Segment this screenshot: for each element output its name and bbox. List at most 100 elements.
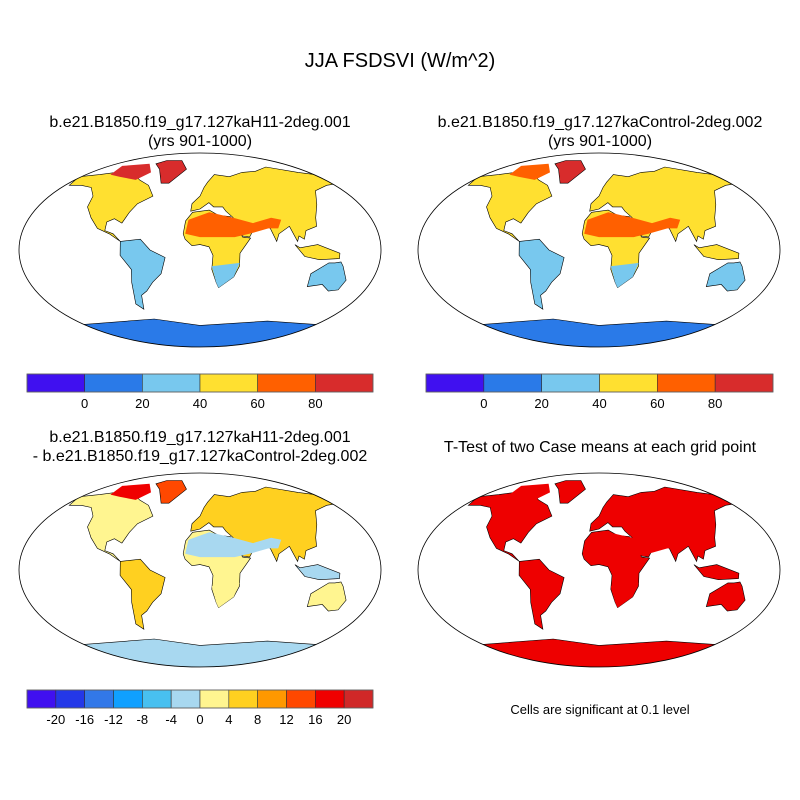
panel-title-bottom-left: b.e21.B1850.f19_g17.127kaH11-2deg.001 - … bbox=[0, 428, 400, 466]
significance-note: Cells are significant at 0.1 level bbox=[510, 702, 690, 717]
colorbar-difference-swatch bbox=[26, 689, 57, 709]
colorbar-difference-swatch bbox=[113, 689, 143, 709]
region-greenland bbox=[554, 160, 586, 184]
panel-title-bottom-right: T-Test of two Case means at each grid po… bbox=[443, 439, 757, 456]
colorbar-h11-swatch bbox=[26, 373, 85, 393]
panel-title-top-right: b.e21.B1850.f19_g17.127kaControl-2deg.00… bbox=[400, 113, 800, 151]
region-desert bbox=[185, 212, 282, 238]
region-arctic bbox=[110, 483, 151, 500]
colorbar-h11-frame bbox=[26, 373, 374, 393]
colorbar-h11-tick-label: 60 bbox=[250, 396, 264, 411]
region-greenland bbox=[554, 480, 586, 504]
region-indonesia bbox=[294, 244, 341, 261]
region-australia bbox=[705, 581, 746, 612]
region-southafrica bbox=[211, 262, 240, 288]
region-australia bbox=[705, 261, 746, 292]
region-indonesia bbox=[693, 564, 740, 581]
colorbar-difference-tick-label: -4 bbox=[165, 712, 177, 727]
colorbar-difference-swatch bbox=[84, 689, 114, 709]
map-border bbox=[18, 152, 382, 348]
panel-title-line1: b.e21.B1850.f19_g17.127kaH11-2deg.001 bbox=[49, 114, 351, 131]
colorbar-h11-swatch bbox=[315, 373, 374, 393]
region-indonesia bbox=[693, 244, 740, 261]
colorbar-control-tick-label: 40 bbox=[592, 396, 606, 411]
colorbar-control-tick-label: 60 bbox=[650, 396, 664, 411]
figure-title: JJA FSDSVI (W/m^2) bbox=[304, 50, 496, 72]
panel-title-line2: (yrs 901-1000) bbox=[547, 133, 653, 150]
colorbar-control-swatch bbox=[657, 373, 716, 393]
region-antarctica bbox=[69, 638, 331, 667]
region-australia bbox=[306, 261, 347, 292]
panel-title-line2: - b.e21.B1850.f19_g17.127kaControl-2deg.… bbox=[32, 448, 368, 465]
colorbar-difference-tick-label: 0 bbox=[196, 712, 203, 727]
region-na bbox=[68, 492, 154, 562]
colorbar-h11-swatch bbox=[84, 373, 143, 393]
region-southafrica bbox=[610, 582, 639, 608]
colorbar-control-tick-label: 20 bbox=[534, 396, 548, 411]
region-sa bbox=[119, 558, 166, 630]
region-arctic bbox=[509, 163, 550, 180]
map-border bbox=[417, 472, 781, 668]
region-desert bbox=[584, 212, 681, 238]
panel-title-top-left: b.e21.B1850.f19_g17.127kaH11-2deg.001 (y… bbox=[0, 113, 400, 151]
colorbar-h11-tick-label: 20 bbox=[135, 396, 149, 411]
colorbar-control-swatch bbox=[541, 373, 600, 393]
region-sa bbox=[518, 238, 565, 310]
colorbar-difference-swatch bbox=[257, 689, 287, 709]
region-na bbox=[68, 172, 154, 242]
colorbar-h11: 0 20 40 60 80 bbox=[26, 373, 374, 411]
region-sa bbox=[518, 558, 565, 630]
colorbar-difference-tick-label: 12 bbox=[279, 712, 293, 727]
panel-title-line2: (yrs 901-1000) bbox=[147, 133, 253, 150]
colorbar-difference-swatch bbox=[228, 689, 258, 709]
colorbar-difference-tick-label: -8 bbox=[137, 712, 149, 727]
colorbar-h11-tick-label: 0 bbox=[81, 396, 88, 411]
colorbar-control-swatch bbox=[425, 373, 485, 393]
colorbar-control-tick-label: 0 bbox=[480, 396, 487, 411]
colorbar-difference-swatch bbox=[142, 689, 172, 709]
colorbar-difference-swatch bbox=[170, 689, 201, 709]
colorbar-h11-swatch bbox=[257, 373, 316, 393]
colorbar-difference-tick-label: 20 bbox=[337, 712, 351, 727]
region-desert bbox=[584, 532, 681, 558]
map-border bbox=[18, 472, 382, 668]
colorbar-difference-swatch bbox=[315, 689, 345, 709]
region-southafrica bbox=[610, 262, 639, 288]
region-australia bbox=[306, 581, 347, 612]
region-antarctica bbox=[69, 318, 331, 347]
colorbar-control-swatch bbox=[483, 373, 542, 393]
colorbar-h11-swatch bbox=[142, 373, 201, 393]
colorbar-difference-tick-label: 8 bbox=[254, 712, 261, 727]
colorbar-difference-tick-label: -20 bbox=[46, 712, 65, 727]
map-border bbox=[417, 152, 781, 348]
panel-title-line1: b.e21.B1850.f19_g17.127kaH11-2deg.001 bbox=[49, 429, 351, 446]
region-arctic bbox=[509, 483, 550, 500]
colorbar-control-tick-label: 80 bbox=[708, 396, 722, 411]
colorbar-h11-tick-label: 40 bbox=[193, 396, 207, 411]
region-na bbox=[467, 492, 553, 562]
colorbar-h11-swatch bbox=[199, 373, 258, 393]
colorbar-control-frame bbox=[425, 373, 774, 393]
region-antarctica bbox=[468, 638, 730, 667]
region-na bbox=[467, 172, 553, 242]
region-indonesia bbox=[294, 564, 341, 581]
map-ttest bbox=[417, 472, 781, 668]
colorbar-difference-swatch bbox=[55, 689, 85, 709]
map-difference bbox=[18, 472, 382, 668]
colorbar-difference-swatch bbox=[286, 689, 316, 709]
region-greenland bbox=[155, 160, 187, 184]
region-greenland bbox=[155, 480, 187, 504]
colorbar-difference-tick-label: -16 bbox=[75, 712, 94, 727]
region-arctic bbox=[110, 163, 151, 180]
region-desert bbox=[185, 532, 282, 558]
colorbar-h11-tick-label: 80 bbox=[308, 396, 322, 411]
colorbar-control: 0 20 40 60 80 bbox=[425, 373, 774, 411]
colorbar-control-swatch bbox=[599, 373, 658, 393]
colorbar-difference-tick-label: -12 bbox=[104, 712, 123, 727]
colorbar-difference-swatch bbox=[343, 689, 374, 709]
region-antarctica bbox=[468, 318, 730, 347]
region-southafrica bbox=[211, 582, 240, 608]
region-sa bbox=[119, 238, 166, 310]
map-control bbox=[417, 152, 781, 348]
